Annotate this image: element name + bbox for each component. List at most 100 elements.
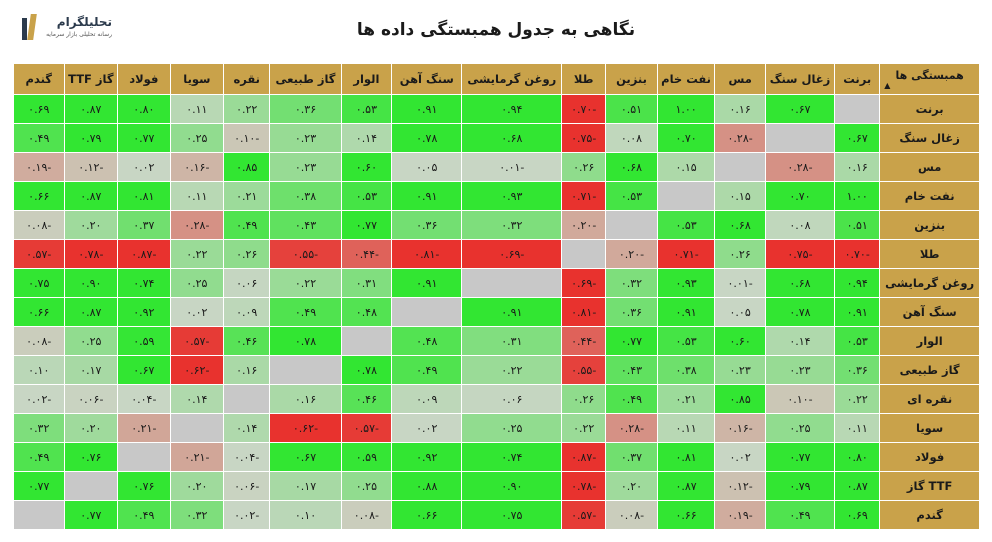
table-row: نفت خام ۱.۰۰ ۰.۷۰ ۰.۱۵ ۰.۵۳ -۰.۷۱ ۰.۹۳ ۰.۹۱ ۰.۵۳… — [13, 181, 980, 211]
correlation-cell: ۰.۲۲ — [169, 239, 225, 269]
correlation-cell: ۰.۲۳ — [269, 123, 342, 153]
correlation-cell: -۰.۶۹ — [461, 239, 563, 269]
column-header[interactable]: گاز طبیعی — [269, 63, 342, 95]
column-header[interactable]: روغن گرمایشی — [461, 63, 563, 95]
correlation-cell: ۰.۵۳ — [605, 181, 658, 211]
column-header[interactable]: نقره — [223, 63, 271, 95]
correlation-cell: ۰.۳۱ — [461, 326, 563, 356]
correlation-cell: ۰.۱۱ — [169, 94, 225, 124]
logo-icon — [22, 14, 37, 40]
correlation-cell: ۰.۰۸ — [605, 123, 658, 153]
diagonal-cell — [269, 355, 342, 385]
corner-label: همبستگی ها — [895, 68, 964, 82]
correlation-cell: ۰.۳۲ — [169, 500, 225, 530]
correlation-cell: ۰.۰۹ — [391, 384, 463, 414]
correlation-cell: ۰.۱۶ — [834, 152, 881, 182]
correlation-cell: -۰.۶۲ — [269, 413, 342, 443]
correlation-cell: ۰.۴۸ — [391, 326, 463, 356]
correlation-cell: ۰.۰۶ — [223, 268, 271, 298]
diagonal-cell — [461, 268, 563, 298]
correlation-cell: ۰.۹۱ — [656, 297, 716, 327]
column-header[interactable]: نفت خام — [656, 63, 716, 95]
column-header[interactable]: مس — [714, 63, 766, 95]
correlation-cell: -۰.۲۸ — [764, 152, 836, 182]
correlation-cell: ۰.۴۹ — [223, 210, 271, 240]
table-row: فولاد ۰.۸۰ ۰.۷۷ ۰.۰۲ ۰.۸۱ ۰.۳۷ -۰.۸۷ ۰.۷۴ ۰.۹۲ ۰.… — [13, 442, 980, 472]
correlation-cell: -۰.۸۱ — [391, 239, 463, 269]
table-row: روغن گرمایشی ۰.۹۴ ۰.۶۸ -۰.۰۱ ۰.۹۳ ۰.۳۲ -۰.۶۹ ۰.… — [13, 268, 980, 298]
correlation-cell: -۰.۰۶ — [63, 384, 119, 414]
correlation-cell: ۰.۴۹ — [605, 384, 658, 414]
correlation-cell: ۰.۲۲ — [461, 355, 563, 385]
correlation-cell: ۰.۸۷ — [63, 297, 119, 327]
column-header[interactable]: گاز TTF — [63, 63, 119, 95]
correlation-cell: ۰.۷۵ — [13, 268, 65, 298]
column-header[interactable]: سنگ آهن — [391, 63, 463, 95]
correlation-cell: ۰.۶۸ — [714, 210, 766, 240]
correlation-cell: ۰.۴۹ — [13, 123, 65, 153]
correlation-cell: -۰.۷۵ — [764, 239, 836, 269]
correlation-cell: ۰.۱۶ — [714, 94, 766, 124]
correlation-cell: ۰.۲۵ — [63, 326, 119, 356]
correlation-cell: -۰.۸۷ — [561, 442, 607, 472]
row-header: سویا — [879, 413, 980, 443]
correlation-cell: ۰.۷۷ — [117, 123, 171, 153]
column-header[interactable]: بنزین — [605, 63, 658, 95]
correlation-cell: -۰.۶۲ — [169, 355, 225, 385]
header-row: همبستگی ها ▲ برنت زغال سنگ مس نفت خام بنزین ط… — [13, 63, 980, 95]
correlation-cell: ۰.۵۳ — [656, 326, 716, 356]
correlation-cell: -۰.۱۶ — [714, 413, 766, 443]
column-header[interactable]: سویا — [169, 63, 225, 95]
correlation-cell: ۰.۱۵ — [714, 181, 766, 211]
sort-arrow-icon[interactable]: ▲ — [884, 80, 891, 90]
correlation-cell: ۰.۸۵ — [223, 152, 271, 182]
corner-header[interactable]: همبستگی ها ▲ — [879, 63, 980, 95]
column-header[interactable]: زغال سنگ — [764, 63, 836, 95]
correlation-cell: ۰.۴۹ — [117, 500, 171, 530]
diagonal-cell — [169, 413, 225, 443]
table-row: برنت ۰.۶۷ ۰.۱۶ ۱.۰۰ ۰.۵۱ -۰.۷۰ ۰.۹۴ ۰.۹۱ ۰.۵۳ ۰.۳… — [13, 94, 980, 124]
correlation-cell: ۰.۷۴ — [461, 442, 563, 472]
column-header[interactable]: الوار — [340, 63, 393, 95]
correlation-cell: ۰.۴۶ — [340, 384, 393, 414]
correlation-cell: ۰.۲۳ — [764, 355, 836, 385]
correlation-cell: -۰.۵۵ — [269, 239, 342, 269]
correlation-cell: ۰.۲۱ — [223, 181, 271, 211]
correlation-cell: -۰.۱۲ — [63, 152, 119, 182]
correlation-cell: -۰.۰۸ — [340, 500, 393, 530]
correlation-cell: -۰.۰۴ — [223, 442, 271, 472]
diagonal-cell — [764, 123, 836, 153]
column-header[interactable]: برنت — [834, 63, 881, 95]
correlation-cell: ۰.۹۱ — [461, 297, 563, 327]
correlation-table: همبستگی ها ▲ برنت زغال سنگ مس نفت خام بنزین ط… — [13, 63, 980, 530]
row-header: مس — [879, 152, 980, 182]
correlation-cell: ۰.۳۸ — [656, 355, 716, 385]
diagonal-cell — [223, 384, 271, 414]
correlation-cell: ۰.۷۷ — [764, 442, 836, 472]
correlation-cell: -۰.۷۰ — [561, 94, 607, 124]
correlation-cell: ۰.۹۰ — [63, 268, 119, 298]
correlation-cell: ۰.۰۸ — [764, 210, 836, 240]
correlation-cell: ۰.۲۵ — [169, 268, 225, 298]
correlation-cell: ۰.۵۹ — [117, 326, 171, 356]
correlation-cell: ۰.۶۸ — [764, 268, 836, 298]
column-header[interactable]: فولاد — [117, 63, 171, 95]
correlation-cell: -۰.۷۱ — [656, 239, 716, 269]
logo-title: تحلیلگرام — [56, 15, 112, 29]
correlation-cell: -۰.۵۷ — [561, 500, 607, 530]
correlation-cell: ۰.۳۸ — [269, 181, 342, 211]
row-header: نفت خام — [879, 181, 980, 211]
correlation-cell: ۰.۰۲ — [391, 413, 463, 443]
correlation-cell: ۰.۸۱ — [656, 442, 716, 472]
correlation-cell: ۰.۶۰ — [714, 326, 766, 356]
correlation-cell: ۰.۳۲ — [13, 413, 65, 443]
correlation-cell: ۰.۲۰ — [63, 413, 119, 443]
column-header[interactable]: طلا — [561, 63, 607, 95]
correlation-cell: -۰.۲۱ — [117, 413, 171, 443]
correlation-cell: ۰.۸۷ — [656, 471, 716, 501]
correlation-cell: -۰.۷۰ — [834, 239, 881, 269]
correlation-cell: -۰.۲۸ — [605, 413, 658, 443]
column-header[interactable]: گندم — [13, 63, 65, 95]
correlation-cell: ۰.۶۶ — [656, 500, 716, 530]
correlation-cell: ۰.۹۱ — [391, 94, 463, 124]
